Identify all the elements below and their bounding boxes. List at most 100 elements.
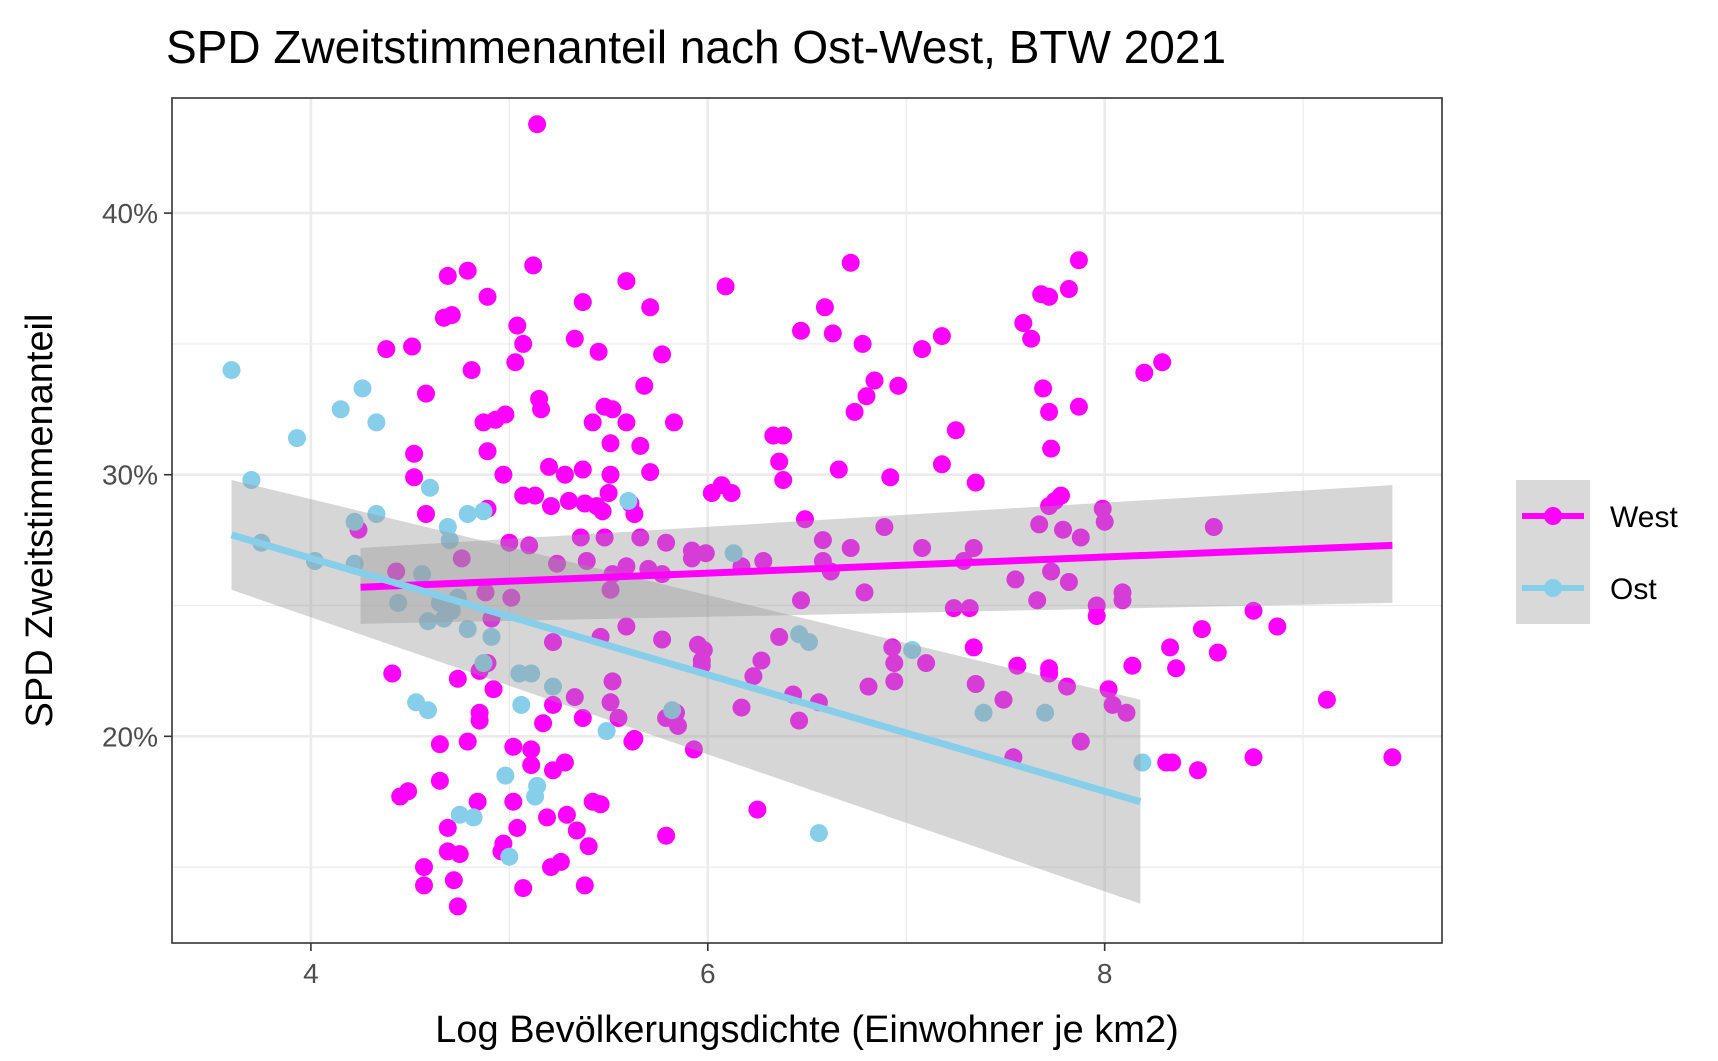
data-point [577, 552, 596, 570]
data-point [597, 722, 616, 741]
data-point [448, 669, 467, 688]
data-point [917, 654, 936, 673]
data-point [522, 756, 541, 775]
data-point [913, 340, 932, 359]
data-point [1103, 695, 1122, 714]
legend: West Ost [1516, 480, 1678, 624]
data-point [635, 376, 654, 395]
data-point [774, 471, 793, 489]
data-point [573, 293, 592, 312]
data-point [885, 672, 904, 691]
data-point [1058, 677, 1076, 696]
data-point [829, 460, 848, 479]
data-point [1052, 486, 1070, 505]
data-point [631, 528, 650, 547]
data-point [540, 457, 558, 476]
data-point [1008, 656, 1027, 675]
data-point [865, 371, 884, 390]
data-point [964, 539, 983, 557]
data-point [522, 664, 541, 683]
data-point [1087, 607, 1106, 625]
data-point [470, 711, 489, 730]
data-point [377, 340, 396, 359]
data-point [889, 376, 908, 395]
data-point [331, 400, 350, 419]
data-point [438, 818, 457, 837]
data-point [770, 452, 789, 471]
data-point [601, 434, 620, 453]
data-point [1028, 591, 1047, 610]
data-point [657, 826, 676, 845]
data-point [591, 795, 610, 814]
data-point [573, 709, 592, 727]
data-point [796, 510, 814, 529]
data-point [1059, 573, 1078, 591]
y-tick-label: 30% [102, 460, 158, 491]
data-point [722, 484, 741, 502]
data-point [367, 505, 386, 523]
data-point [813, 531, 832, 550]
data-point [1167, 659, 1186, 678]
data-point [440, 531, 459, 550]
data-point [575, 876, 594, 895]
confidence-band-west [360, 485, 1393, 624]
data-point [222, 361, 241, 380]
data-point [345, 512, 364, 531]
data-point [1099, 680, 1118, 699]
data-point [716, 277, 735, 296]
data-point [883, 638, 902, 657]
data-point [855, 583, 874, 602]
data-point [1383, 748, 1402, 767]
data-point [464, 808, 483, 827]
data-point [484, 680, 503, 699]
data-point [748, 800, 767, 819]
data-point [430, 771, 449, 790]
data-point [526, 486, 545, 505]
data-point [419, 612, 437, 631]
data-point [542, 497, 560, 516]
data-point [438, 266, 457, 285]
data-point [1069, 397, 1088, 416]
data-point [1040, 402, 1059, 421]
data-point [774, 426, 793, 445]
data-point [555, 465, 574, 484]
data-point [792, 321, 810, 340]
data-point [496, 405, 515, 424]
data-point [508, 818, 527, 837]
data-point [367, 413, 386, 432]
data-point [859, 677, 878, 696]
data-point [966, 675, 985, 693]
data-point [994, 690, 1013, 709]
data-point [508, 316, 527, 335]
data-point [1036, 703, 1055, 722]
data-point [1014, 314, 1033, 332]
data-point [405, 468, 424, 487]
data-point [458, 505, 477, 523]
data-point [1113, 591, 1132, 610]
data-point [669, 716, 687, 735]
data-point [567, 821, 586, 840]
data-point [696, 544, 715, 563]
data-point [391, 787, 410, 806]
data-point [653, 345, 672, 364]
data-point [1135, 363, 1154, 382]
data-point [609, 709, 628, 727]
data-point [641, 298, 660, 317]
data-point [974, 703, 993, 722]
data-point [617, 272, 636, 291]
data-point [450, 845, 469, 864]
data-point [462, 361, 481, 380]
data-point [913, 539, 932, 557]
data-point [1054, 520, 1072, 539]
data-point [474, 502, 493, 521]
data-point [1244, 748, 1263, 767]
data-point [1030, 515, 1049, 534]
data-point [1059, 280, 1078, 298]
data-point [815, 298, 834, 317]
data-point [478, 287, 497, 306]
data-point [421, 478, 439, 497]
data-point [752, 651, 771, 670]
data-point [792, 591, 810, 610]
x-tick-label: 8 [1097, 958, 1113, 989]
